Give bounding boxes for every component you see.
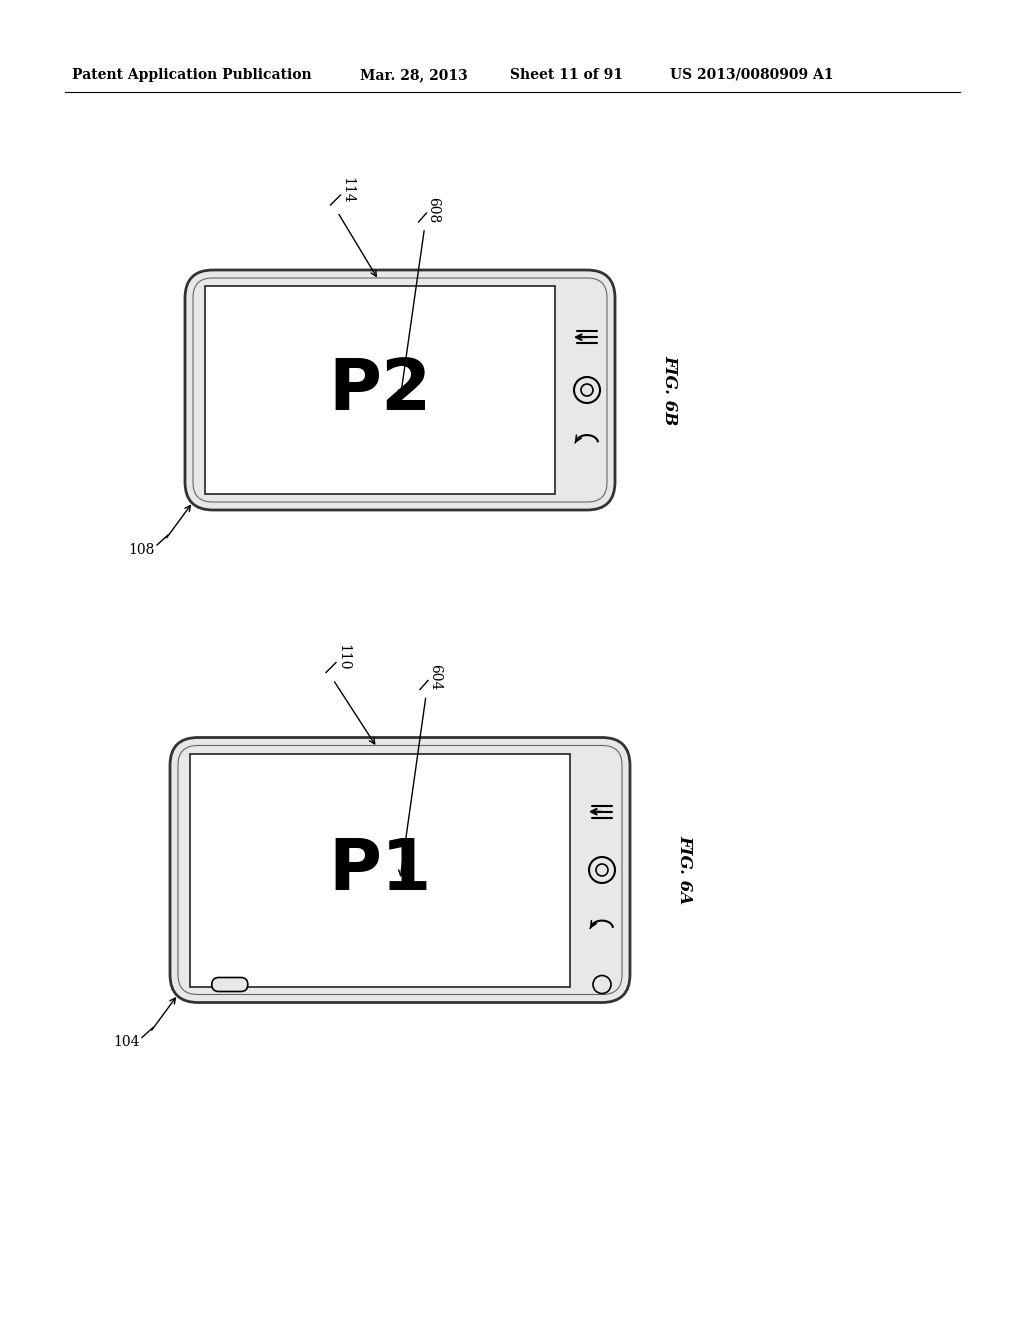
Text: 108: 108 (129, 543, 155, 557)
Text: P2: P2 (329, 355, 432, 425)
Text: Mar. 28, 2013: Mar. 28, 2013 (360, 69, 468, 82)
FancyBboxPatch shape (170, 738, 630, 1002)
Text: 608: 608 (427, 197, 440, 223)
Text: US 2013/0080909 A1: US 2013/0080909 A1 (670, 69, 834, 82)
FancyBboxPatch shape (178, 746, 622, 994)
FancyBboxPatch shape (190, 754, 570, 986)
Text: Patent Application Publication: Patent Application Publication (72, 69, 311, 82)
Text: FIG. 6B: FIG. 6B (662, 355, 679, 425)
FancyBboxPatch shape (205, 286, 555, 494)
Text: 104: 104 (114, 1035, 140, 1049)
FancyBboxPatch shape (193, 279, 607, 502)
Text: 114: 114 (341, 177, 354, 203)
Text: P1: P1 (329, 836, 432, 904)
FancyBboxPatch shape (185, 271, 615, 510)
Text: 110: 110 (336, 644, 350, 671)
Text: 604: 604 (428, 664, 442, 690)
Text: FIG. 6A: FIG. 6A (677, 836, 693, 904)
Text: Sheet 11 of 91: Sheet 11 of 91 (510, 69, 623, 82)
FancyBboxPatch shape (212, 978, 248, 991)
